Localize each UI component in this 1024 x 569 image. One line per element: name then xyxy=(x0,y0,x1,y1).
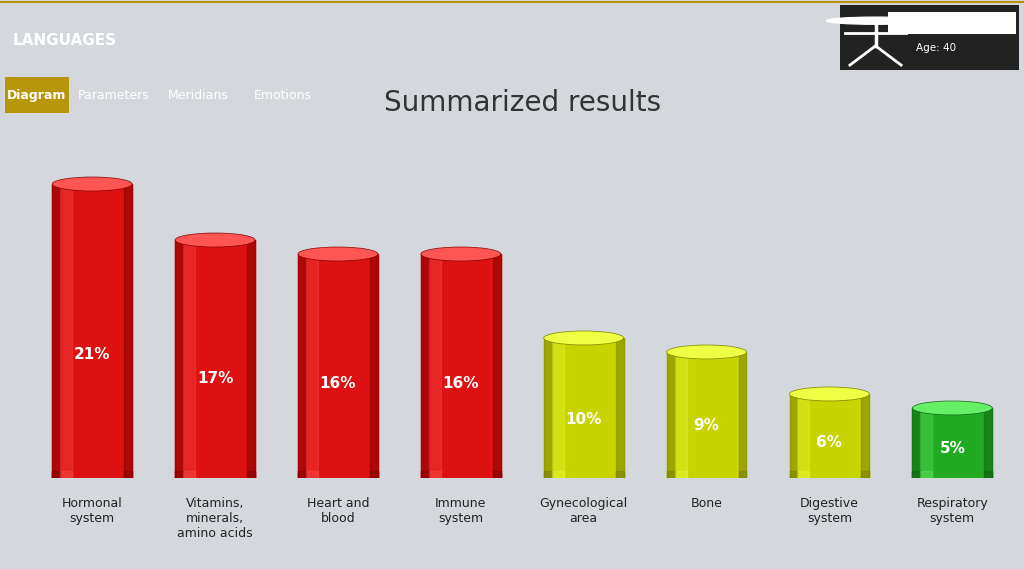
Ellipse shape xyxy=(421,247,501,261)
Circle shape xyxy=(826,17,925,24)
Ellipse shape xyxy=(175,233,255,247)
Bar xyxy=(921,471,932,478)
Bar xyxy=(912,408,992,478)
Bar xyxy=(667,471,746,478)
Text: LANGUAGES: LANGUAGES xyxy=(12,33,117,48)
Bar xyxy=(615,338,624,478)
Bar xyxy=(544,338,552,478)
Bar xyxy=(421,471,501,478)
Bar xyxy=(552,338,563,478)
Text: 5%: 5% xyxy=(939,441,966,456)
Bar xyxy=(175,240,255,478)
Text: 16%: 16% xyxy=(319,377,356,391)
Bar xyxy=(544,471,552,478)
Ellipse shape xyxy=(667,471,746,485)
Bar xyxy=(60,184,72,478)
Bar xyxy=(175,240,183,478)
Text: 9%: 9% xyxy=(693,418,720,432)
Bar xyxy=(984,471,992,478)
Ellipse shape xyxy=(52,471,132,485)
Title: Summarized results: Summarized results xyxy=(384,89,660,117)
Ellipse shape xyxy=(912,471,992,485)
Bar xyxy=(675,352,686,478)
Bar xyxy=(675,471,686,478)
Bar xyxy=(861,471,869,478)
Bar xyxy=(306,254,317,478)
Bar xyxy=(798,394,809,478)
Bar xyxy=(912,408,921,478)
Bar xyxy=(790,394,798,478)
Bar xyxy=(984,408,992,478)
Bar xyxy=(124,471,132,478)
Text: Meridians: Meridians xyxy=(168,89,228,102)
Bar xyxy=(175,471,255,478)
Bar xyxy=(738,471,746,478)
Bar xyxy=(429,471,440,478)
Ellipse shape xyxy=(298,471,378,485)
Bar xyxy=(552,471,563,478)
Ellipse shape xyxy=(544,331,624,345)
Bar xyxy=(861,394,869,478)
Bar xyxy=(790,471,869,478)
Ellipse shape xyxy=(544,471,624,485)
Bar xyxy=(667,352,675,478)
Text: Parameters: Parameters xyxy=(78,89,150,102)
Text: 17%: 17% xyxy=(197,370,233,386)
Text: Emotions: Emotions xyxy=(254,89,311,102)
Bar xyxy=(370,471,378,478)
Ellipse shape xyxy=(52,177,132,191)
Bar xyxy=(421,471,429,478)
Bar xyxy=(912,471,992,478)
Bar xyxy=(921,408,932,478)
Bar xyxy=(790,471,798,478)
Bar xyxy=(298,471,306,478)
Ellipse shape xyxy=(298,247,378,261)
Text: 10%: 10% xyxy=(565,411,602,427)
Bar xyxy=(370,254,378,478)
Bar xyxy=(912,471,921,478)
Bar xyxy=(738,352,746,478)
Bar xyxy=(298,254,378,478)
Text: 21%: 21% xyxy=(74,347,111,362)
Ellipse shape xyxy=(667,345,746,359)
Bar xyxy=(175,471,183,478)
Ellipse shape xyxy=(790,387,869,401)
Bar xyxy=(493,254,501,478)
Bar xyxy=(298,254,306,478)
FancyBboxPatch shape xyxy=(5,77,69,113)
Bar xyxy=(421,254,501,478)
Text: Diagram: Diagram xyxy=(7,89,67,102)
Text: 16%: 16% xyxy=(442,377,479,391)
Bar xyxy=(421,254,429,478)
FancyBboxPatch shape xyxy=(888,12,1016,34)
Bar xyxy=(798,471,809,478)
Ellipse shape xyxy=(790,471,869,485)
Bar xyxy=(183,471,195,478)
Bar xyxy=(183,240,195,478)
Bar xyxy=(667,471,675,478)
Ellipse shape xyxy=(912,401,992,415)
Text: Age: 40: Age: 40 xyxy=(916,43,956,53)
Bar xyxy=(52,184,60,478)
Ellipse shape xyxy=(175,471,255,485)
Bar xyxy=(544,338,624,478)
Bar xyxy=(667,352,746,478)
Bar xyxy=(306,471,317,478)
Ellipse shape xyxy=(421,471,501,485)
Text: 6%: 6% xyxy=(816,435,843,450)
FancyBboxPatch shape xyxy=(840,5,1019,71)
Bar xyxy=(60,471,72,478)
Bar xyxy=(52,471,132,478)
Bar xyxy=(124,184,132,478)
Bar xyxy=(52,471,60,478)
Bar xyxy=(429,254,440,478)
Bar xyxy=(247,471,255,478)
Bar xyxy=(52,184,132,478)
Bar xyxy=(247,240,255,478)
Bar xyxy=(298,471,378,478)
Bar xyxy=(544,471,624,478)
Bar xyxy=(790,394,869,478)
Bar xyxy=(615,471,624,478)
Bar xyxy=(493,471,501,478)
